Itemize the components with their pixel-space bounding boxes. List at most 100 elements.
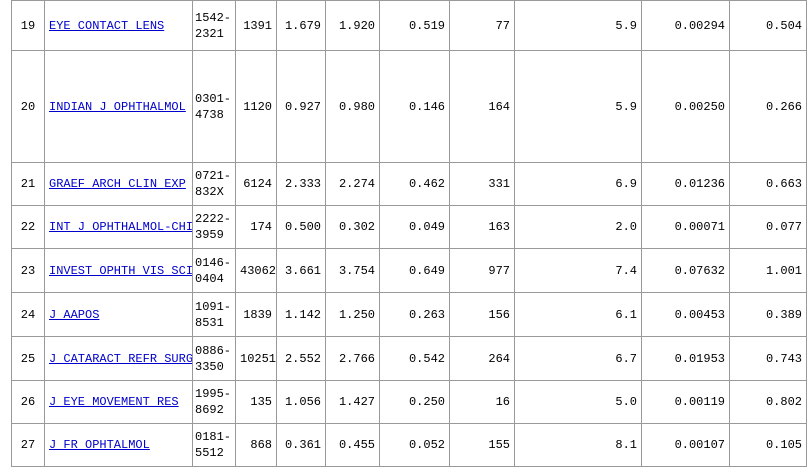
rank: 19: [11, 0, 45, 51]
cited-half-life: 7.4: [514, 248, 642, 293]
rank: 20: [11, 50, 45, 163]
immediacy-index: 0.462: [379, 162, 450, 206]
cited-half-life: 8.1: [514, 423, 642, 467]
impact-factor: 0.500: [276, 205, 326, 249]
total-cites: 43062: [235, 248, 277, 293]
table-row: 25 J CATARACT REFR SURG 0886-3350 10251 2.55…: [11, 336, 807, 381]
eigenfactor: 0.07632: [641, 248, 730, 293]
journal-link[interactable]: J FR OPHTALMOL: [49, 438, 150, 452]
journal: J FR OPHTALMOL: [44, 423, 193, 467]
article-influence: 0.105: [729, 423, 807, 467]
immediacy-index: 0.519: [379, 0, 450, 51]
five-year-impact-factor: 0.980: [325, 50, 380, 163]
immediacy-index: 0.052: [379, 423, 450, 467]
immediacy-index: 0.049: [379, 205, 450, 249]
journal-link[interactable]: EYE CONTACT LENS: [49, 18, 165, 33]
impact-factor: 3.661: [276, 248, 326, 293]
five-year-impact-factor: 3.754: [325, 248, 380, 293]
journal: EYE CONTACT LENS: [44, 0, 193, 51]
eigenfactor: 0.00119: [641, 380, 730, 424]
total-cites: 6124: [235, 162, 277, 206]
articles: 155: [449, 423, 515, 467]
total-cites: 1120: [235, 50, 277, 163]
five-year-impact-factor: 0.302: [325, 205, 380, 249]
table-body: 19 EYE CONTACT LENS 1542-2321 1391 1.679 1.92…: [11, 0, 807, 467]
impact-factor: 1.679: [276, 0, 326, 51]
table-row: 22 INT J OPHTHALMOL-CHI 2222-3959 174 0.500 0…: [11, 205, 807, 249]
cited-half-life: 6.9: [514, 162, 642, 206]
rank: 27: [11, 423, 45, 467]
immediacy-index: 0.542: [379, 336, 450, 381]
issn: 0301-4738: [192, 50, 236, 163]
five-year-impact-factor: 1.427: [325, 380, 380, 424]
total-cites: 868: [235, 423, 277, 467]
journal-link[interactable]: J CATARACT REFR SURG: [49, 351, 193, 366]
immediacy-index: 0.146: [379, 50, 450, 163]
journal-link[interactable]: J EYE MOVEMENT RES: [49, 395, 179, 409]
total-cites: 1839: [235, 292, 277, 337]
journal-link[interactable]: INT J OPHTHALMOL-CHI: [49, 220, 193, 234]
table-row: 23 INVEST OPHTH VIS SCI 0146-0404 43062 3.66…: [11, 248, 807, 293]
articles: 156: [449, 292, 515, 337]
rank: 23: [11, 248, 45, 293]
articles: 163: [449, 205, 515, 249]
table-row: 19 EYE CONTACT LENS 1542-2321 1391 1.679 1.92…: [11, 0, 807, 51]
article-influence: 0.802: [729, 380, 807, 424]
table-wrap: 19 EYE CONTACT LENS 1542-2321 1391 1.679 1.92…: [11, 0, 807, 467]
journal: J CATARACT REFR SURG: [44, 336, 193, 381]
impact-factor: 2.552: [276, 336, 326, 381]
journal-link[interactable]: INVEST OPHTH VIS SCI: [49, 263, 193, 278]
journal: INVEST OPHTH VIS SCI: [44, 248, 193, 293]
journal-link[interactable]: GRAEF ARCH CLIN EXP: [49, 177, 186, 191]
eigenfactor: 0.01236: [641, 162, 730, 206]
table-row: 27 J FR OPHTALMOL 0181-5512 868 0.361 0.455 0.…: [11, 423, 807, 467]
cited-half-life: 6.1: [514, 292, 642, 337]
immediacy-index: 0.649: [379, 248, 450, 293]
article-influence: 0.389: [729, 292, 807, 337]
issn: 1091-8531: [192, 292, 236, 337]
rank: 24: [11, 292, 45, 337]
articles: 977: [449, 248, 515, 293]
rank: 22: [11, 205, 45, 249]
issn: 0181-5512: [192, 423, 236, 467]
articles: 164: [449, 50, 515, 163]
journal-link[interactable]: J AAPOS: [49, 307, 100, 322]
immediacy-index: 0.263: [379, 292, 450, 337]
journal-link[interactable]: INDIAN J OPHTHALMOL: [49, 99, 186, 114]
journal: J AAPOS: [44, 292, 193, 337]
journal: GRAEF ARCH CLIN EXP: [44, 162, 193, 206]
cited-half-life: 5.9: [514, 0, 642, 51]
article-influence: 1.001: [729, 248, 807, 293]
articles: 16: [449, 380, 515, 424]
eigenfactor: 0.00071: [641, 205, 730, 249]
five-year-impact-factor: 2.766: [325, 336, 380, 381]
impact-factor: 1.142: [276, 292, 326, 337]
issn: 2222-3959: [192, 205, 236, 249]
table-row: 21 GRAEF ARCH CLIN EXP 0721-832X 6124 2.333 2…: [11, 162, 807, 206]
impact-factor: 0.927: [276, 50, 326, 163]
table-row: 24 J AAPOS 1091-8531 1839 1.142 1.250 0.263 156…: [11, 292, 807, 337]
issn: 0146-0404: [192, 248, 236, 293]
five-year-impact-factor: 0.455: [325, 423, 380, 467]
eigenfactor: 0.00294: [641, 0, 730, 51]
total-cites: 174: [235, 205, 277, 249]
total-cites: 1391: [235, 0, 277, 51]
cited-half-life: 2.0: [514, 205, 642, 249]
article-influence: 0.266: [729, 50, 807, 163]
impact-factor: 1.056: [276, 380, 326, 424]
articles: 331: [449, 162, 515, 206]
table-row: 26 J EYE MOVEMENT RES 1995-8692 135 1.056 1.4…: [11, 380, 807, 424]
cited-half-life: 6.7: [514, 336, 642, 381]
eigenfactor: 0.00453: [641, 292, 730, 337]
issn: 1542-2321: [192, 0, 236, 51]
five-year-impact-factor: 1.250: [325, 292, 380, 337]
total-cites: 10251: [235, 336, 277, 381]
article-influence: 0.663: [729, 162, 807, 206]
impact-factor: 2.333: [276, 162, 326, 206]
journal-table: 19 EYE CONTACT LENS 1542-2321 1391 1.679 1.92…: [11, 0, 807, 467]
eigenfactor: 0.00250: [641, 50, 730, 163]
eigenfactor: 0.00107: [641, 423, 730, 467]
issn: 0721-832X: [192, 162, 236, 206]
impact-factor: 0.361: [276, 423, 326, 467]
issn: 1995-8692: [192, 380, 236, 424]
